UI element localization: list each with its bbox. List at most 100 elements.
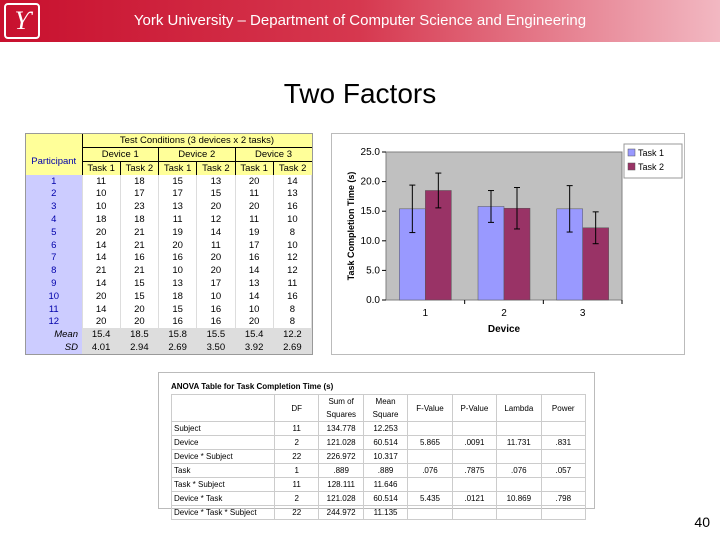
anova-column-header: P-Value [451,394,498,422]
anova-cell [496,505,542,520]
participant-row: 9 14 15 13 17 13 11 [26,277,313,290]
data-cell: 21 [120,225,160,239]
participant-row: 3 10 23 13 20 20 16 [26,200,313,214]
data-cell: 11 [235,213,274,226]
anova-cell: 11.646 [362,477,409,492]
anova-cell: 10.317 [362,449,409,464]
data-cell: 10 [273,238,313,252]
data-cell: 17 [235,238,274,252]
participant-id: 11 [26,302,83,316]
data-cell: 13 [273,187,313,201]
data-cell: 13 [158,200,198,214]
anova-cell [496,421,542,436]
data-cell: 14 [235,289,274,303]
data-cell: 20 [120,315,160,329]
task-completion-chart: 25.0 20.0 15.0 10.0 5.0 0.0 1 2 3 Device Task Comp… [331,133,685,355]
anova-column-header: Sum of Squares [318,394,364,422]
participant-row: 4 18 18 11 12 11 10 [26,213,313,226]
anova-cell: 226.972 [318,449,364,464]
participant-id: 4 [26,213,83,226]
anova-cell: 121.028 [318,491,364,506]
participant-id: 10 [26,289,83,303]
anova-source: Device * Task * Subject [171,505,275,520]
anova-cell [540,449,587,464]
sd-label: SD [26,341,82,354]
anova-row: Device 2 121.028 60.514 5.865.0091 11.731.831 [171,435,587,450]
data-cell: 23 [120,200,160,214]
sd-value: 2.94 [120,341,159,354]
anova-cell [407,449,453,464]
data-cell: 20 [82,225,121,239]
data-cell: 19 [235,225,274,239]
data-cell: 21 [120,264,160,278]
participant-data-table: Test Conditions (3 devices x 2 tasks) Pa… [25,133,313,355]
participant-id: 5 [26,225,83,239]
data-cell: 13 [158,277,198,290]
participant-id: 8 [26,264,83,278]
data-cell: 16 [273,289,313,303]
y-tick-label: 25.0 [361,147,381,158]
table-corner [26,134,82,147]
participant-id: 9 [26,277,83,290]
anova-row: Subject 11 134.778 12.253 [171,421,587,436]
sd-value: 4.01 [82,341,121,354]
mean-value: 15.5 [196,328,235,342]
data-cell: 20 [235,174,274,188]
bar-chart-svg: 25.0 20.0 15.0 10.0 5.0 0.0 1 2 3 Device Task Comp… [346,143,683,335]
anova-column-header: DF [273,394,320,422]
participant-id: 12 [26,315,83,329]
data-cell: 18 [82,213,121,226]
anova-cell: .076 [496,463,542,478]
y-tick-label: 10.0 [361,236,381,247]
data-cell: 20 [120,302,160,316]
data-cell: 20 [196,264,236,278]
participant-row: 8 21 21 10 20 14 12 [26,264,313,278]
anova-column-header: Lambda [496,394,542,422]
data-cell: 10 [82,187,121,201]
mean-value: 15.4 [235,328,274,342]
data-cell: 12 [273,264,313,278]
device-header: Device 3 [234,147,312,162]
anova-cell: 22 [273,449,320,464]
task-header: Task 1 [157,161,197,175]
anova-cell: 128.111 [318,477,364,492]
anova-cell [407,477,453,492]
anova-source: Task [171,463,275,478]
data-cell: 17 [158,187,198,201]
anova-cell: .798 [540,491,587,506]
x-tick-label: 3 [580,308,586,319]
data-cell: 14 [82,251,121,265]
data-cell: 15 [120,289,160,303]
data-cell: 13 [235,277,274,290]
anova-cell [451,449,498,464]
participant-id: 2 [26,187,83,201]
data-cell: 20 [82,289,121,303]
anova-cell: 11 [273,421,320,436]
device-header: Device 1 [81,147,159,162]
legend-label: Task 2 [638,162,664,172]
data-cell: 20 [196,251,236,265]
data-cell: 21 [120,238,160,252]
header-title: York University – Department of Computer… [133,12,587,29]
data-cell: 20 [158,238,198,252]
anova-cell: 5.865 [407,435,453,450]
task-header: Task 2 [119,161,159,175]
data-cell: 14 [82,238,121,252]
participant-row: 7 14 16 16 20 16 12 [26,251,313,265]
y-axis-label: Task Completion Time (s) [346,172,356,281]
anova-source: Device * Subject [171,449,275,464]
participant-id: 6 [26,238,83,252]
data-cell: 14 [235,264,274,278]
anova-cell: .0091 [451,435,498,450]
anova-cell: 2 [273,491,320,506]
participant-id: 1 [26,174,83,188]
x-axis-label: Device [488,324,521,335]
y-tick-label: 0.0 [366,295,380,306]
task-header: Task 2 [196,161,235,175]
anova-row: Device * Task * Subject 22 244.972 11.135 [171,505,587,520]
task-header: Task 2 [272,161,312,175]
anova-source-header [171,394,275,422]
conditions-header: Test Conditions (3 devices x 2 tasks) [81,134,312,148]
anova-cell: .889 [362,463,409,478]
slide-header: Ƴ York University – Department of Comput… [0,0,720,42]
